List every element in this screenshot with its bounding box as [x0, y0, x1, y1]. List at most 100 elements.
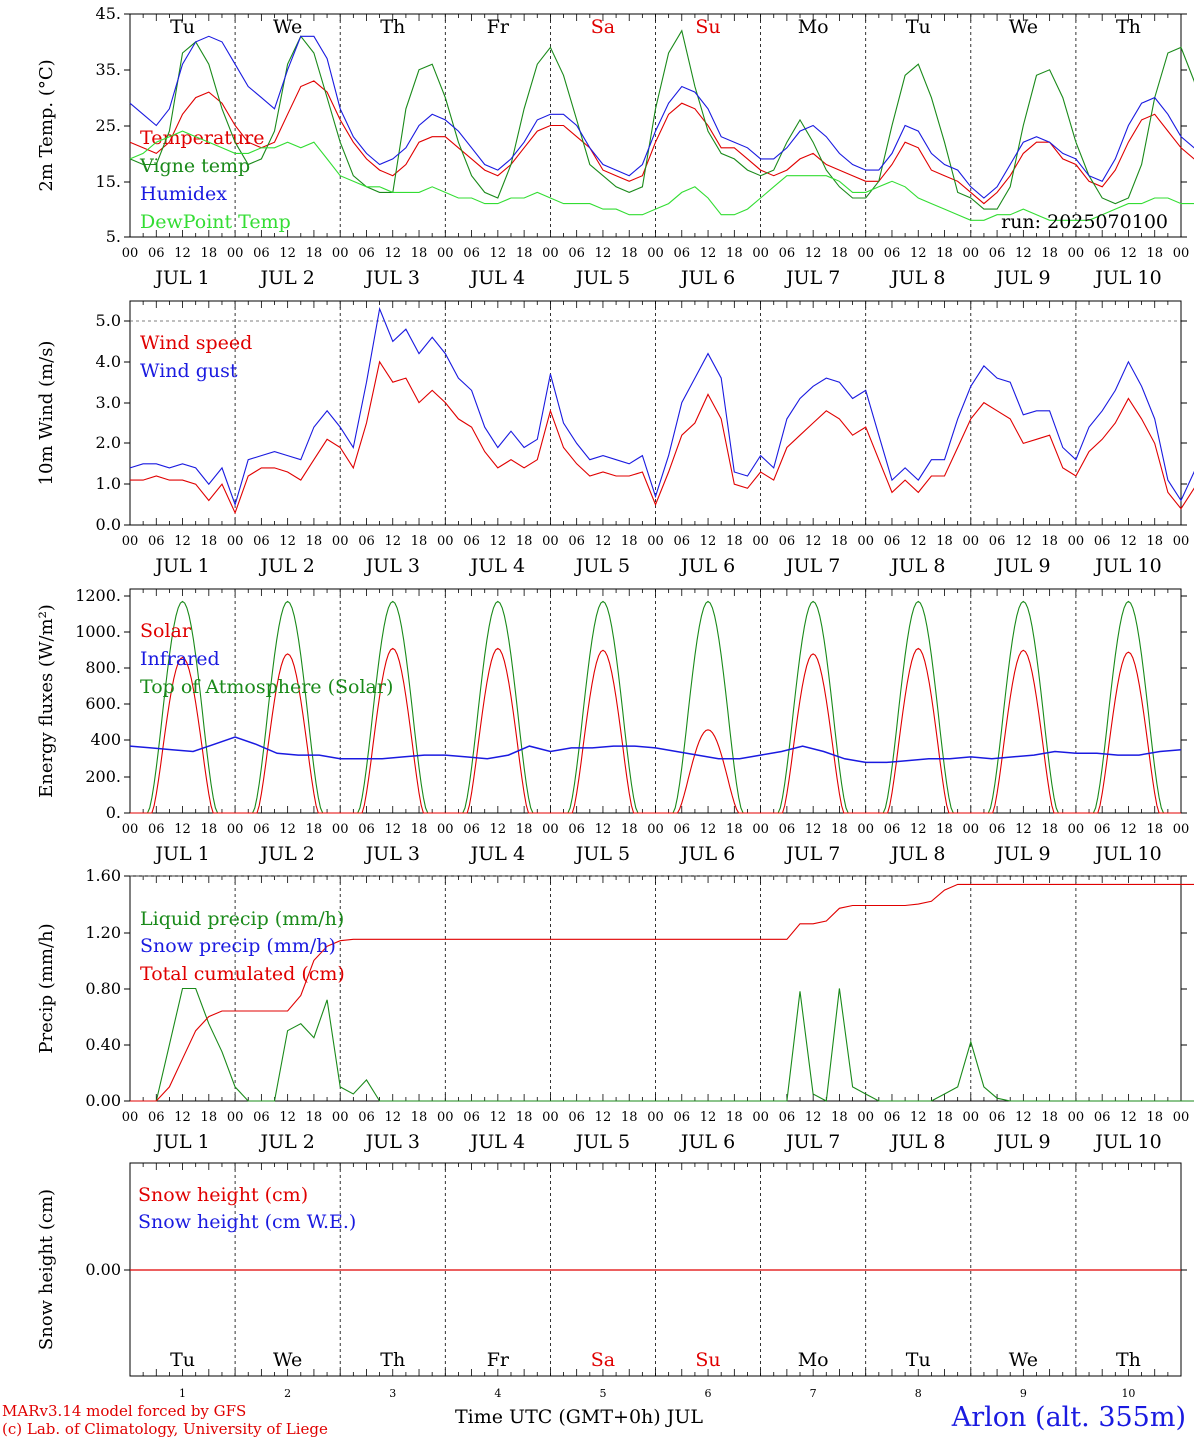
day-number-label: 2: [284, 1387, 291, 1400]
hour-label: 18: [1041, 246, 1058, 261]
hour-label: 00: [963, 246, 980, 261]
hour-label: 18: [306, 1110, 323, 1125]
day-name-label: Th: [380, 16, 405, 38]
y-tick-label: 5.0: [96, 311, 121, 330]
date-label: JUL 7: [784, 1131, 840, 1153]
y-tick-label: 1200.: [75, 586, 121, 605]
legend-entry: Snow precip (mm/h): [140, 935, 336, 957]
hour-label: 12: [1015, 1110, 1032, 1125]
hour-label: 00: [122, 1110, 139, 1125]
date-label: JUL 5: [574, 267, 630, 289]
hour-label: 00: [542, 246, 559, 261]
hour-label: 12: [174, 246, 191, 261]
hour-label: 12: [910, 1110, 927, 1125]
date-label: JUL 1: [153, 267, 209, 289]
hour-label: 00: [437, 822, 454, 837]
hour-label: 12: [1120, 246, 1137, 261]
station-label: Arlon (alt. 355m): [951, 1402, 1186, 1433]
day-name-label: Tu: [906, 1349, 931, 1371]
date-label: JUL 6: [679, 843, 735, 865]
hour-label: 00: [122, 534, 139, 549]
hour-label: 00: [542, 1110, 559, 1125]
hour-label: 12: [805, 246, 822, 261]
hour-label: 18: [411, 246, 428, 261]
day-name-label: Mo: [798, 16, 829, 38]
day-name-label: We: [273, 16, 302, 38]
hour-label: 18: [516, 1110, 533, 1125]
hour-label: 18: [831, 534, 848, 549]
hour-label: 12: [1120, 822, 1137, 837]
hour-label: 12: [595, 1110, 612, 1125]
y-axis-label: Snow height (cm): [36, 1189, 57, 1350]
date-label: JUL 9: [994, 555, 1050, 577]
hour-label: 00: [332, 246, 349, 261]
hour-label: 06: [674, 246, 691, 261]
hour-label: 12: [490, 1110, 507, 1125]
y-tick-label: 5.: [106, 227, 121, 246]
hour-label: 12: [384, 246, 401, 261]
date-label: JUL 10: [1093, 843, 1161, 865]
date-label: JUL 2: [258, 555, 314, 577]
panel-frame: [129, 588, 1182, 814]
hour-label: 06: [358, 1110, 375, 1125]
hour-label: 12: [910, 534, 927, 549]
hour-label: 00: [1068, 246, 1085, 261]
hour-label: 18: [726, 246, 743, 261]
hour-label: 00: [857, 534, 874, 549]
day-number-label: 10: [1121, 1387, 1135, 1400]
y-tick-label: 2.0: [96, 433, 121, 452]
hour-label: 00: [332, 534, 349, 549]
legend-entry: Liquid precip (mm/h): [140, 908, 344, 930]
hour-label: 18: [411, 534, 428, 549]
hour-label: 18: [516, 246, 533, 261]
hour-label: 06: [568, 1110, 585, 1125]
hour-label: 06: [674, 1110, 691, 1125]
y-tick-label: 600.: [85, 694, 121, 713]
hour-label: 00: [857, 246, 874, 261]
hour-label: 00: [227, 1110, 244, 1125]
hour-label: 12: [490, 822, 507, 837]
date-label: JUL 6: [679, 555, 735, 577]
hour-label: 12: [700, 534, 717, 549]
hour-label: 06: [884, 246, 901, 261]
hour-label: 18: [621, 1110, 638, 1125]
hour-label: 12: [1015, 534, 1032, 549]
date-label: JUL 4: [469, 843, 525, 865]
hour-label: 12: [595, 246, 612, 261]
hour-label: 06: [358, 534, 375, 549]
hour-label: 06: [884, 534, 901, 549]
day-name-label: Tu: [906, 16, 931, 38]
hour-label: 12: [384, 534, 401, 549]
hour-label: 06: [989, 1110, 1006, 1125]
hour-label: 18: [1146, 1110, 1163, 1125]
hour-label: 18: [306, 534, 323, 549]
hour-label: 00: [963, 534, 980, 549]
date-label: JUL 7: [784, 555, 840, 577]
hour-label: 00: [332, 1110, 349, 1125]
hour-label: 18: [936, 822, 953, 837]
hour-label: 06: [358, 822, 375, 837]
date-label: JUL 8: [889, 843, 945, 865]
y-axis-label: 2m Temp. (°C): [36, 59, 57, 191]
hour-label: 18: [936, 534, 953, 549]
hour-label: 18: [831, 822, 848, 837]
hour-label: 06: [674, 822, 691, 837]
date-label: JUL 3: [364, 1131, 420, 1153]
hour-label: 12: [1120, 534, 1137, 549]
run-label: run: 2025070100: [1001, 211, 1168, 233]
day-name-label: Su: [695, 16, 720, 38]
hour-label: 06: [463, 822, 480, 837]
day-number-label: 5: [599, 1387, 606, 1400]
day-number-label: 4: [494, 1387, 501, 1400]
hour-label: 18: [1146, 246, 1163, 261]
hour-label: 18: [936, 1110, 953, 1125]
hour-label: 18: [726, 822, 743, 837]
hour-label: 12: [384, 1110, 401, 1125]
legend-entry: Snow height (cm W.E.): [138, 1211, 356, 1233]
series-solar: [130, 647, 1181, 814]
legend-entry: DewPoint Temp: [140, 211, 291, 233]
y-tick-label: 45.: [96, 4, 121, 23]
series-wind-gust: [129, 306, 1194, 507]
hour-label: 00: [752, 246, 769, 261]
